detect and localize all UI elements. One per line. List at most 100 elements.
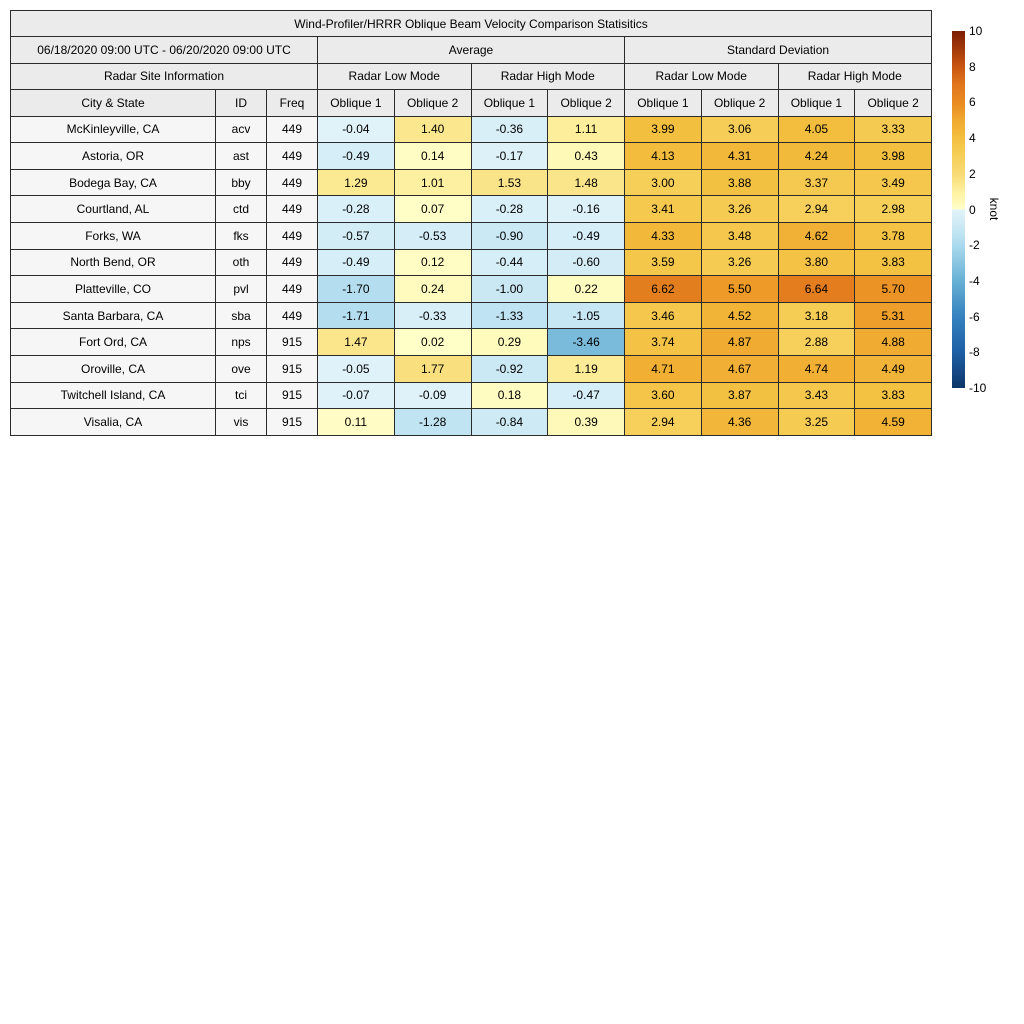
cell-value: 3.49 (854, 168, 933, 197)
table-row: Forks, WA fks 449 -0.57 -0.53 -0.90 -0.49 4.33 3… (10, 221, 933, 250)
cell-value: 3.83 (854, 248, 933, 277)
cell-value: 4.13 (624, 142, 702, 170)
cell-city-state: Santa Barbara, CA (10, 301, 216, 330)
cell-site-id: acv (215, 115, 267, 144)
cell-value: 3.83 (854, 381, 933, 410)
col-header-oblique2: Oblique 2 (700, 89, 779, 117)
cell-value: 1.53 (470, 168, 549, 197)
colorbar-tick-label: -10 (969, 381, 987, 395)
cell-value: 4.59 (854, 408, 933, 436)
cell-value: 3.48 (700, 221, 779, 250)
cell-frequency: 915 (266, 408, 318, 436)
cell-site-id: bby (215, 168, 267, 197)
cell-city-state: Visalia, CA (10, 408, 216, 436)
cell-value: 3.06 (700, 115, 779, 144)
cell-value: 4.24 (777, 142, 856, 170)
cell-value: 3.37 (777, 168, 856, 197)
col-header-oblique2: Oblique 2 (393, 89, 472, 117)
cell-site-id: ove (215, 354, 267, 383)
cell-site-id: nps (215, 328, 267, 356)
colorbar-axis-label: knot (987, 197, 1001, 221)
table-row: Bodega Bay, CA bby 449 1.29 1.01 1.53 1.48 3.00… (10, 168, 933, 197)
cell-value: -0.44 (470, 248, 549, 277)
table-header: Wind-Profiler/HRRR Oblique Beam Velocity… (9, 9, 933, 117)
cell-value: -0.28 (317, 195, 395, 223)
cell-value: 2.88 (777, 328, 856, 356)
col-header-freq: Freq (266, 89, 318, 117)
colorbar-tick-label: 8 (969, 59, 976, 74)
cell-value: -0.17 (470, 142, 549, 170)
cell-value: -0.53 (393, 221, 472, 250)
cell-value: 3.60 (624, 381, 702, 410)
colorbar-tick-label: 6 (969, 95, 976, 110)
colorbar-tick-label: 2 (969, 166, 976, 181)
cell-value: 4.87 (700, 328, 779, 356)
cell-value: 3.74 (624, 328, 702, 356)
cell-value: 3.00 (624, 168, 702, 197)
cell-city-state: Forks, WA (10, 221, 216, 250)
colorbar-tick-label: -8 (969, 345, 980, 360)
cell-value: 1.77 (393, 354, 472, 383)
cell-value: 1.47 (317, 328, 395, 356)
cell-site-id: oth (215, 248, 267, 277)
site-info-header: Radar Site Information (10, 62, 318, 91)
cell-site-id: sba (215, 301, 267, 330)
cell-value: 0.11 (317, 408, 395, 436)
cell-value: -0.47 (547, 381, 625, 410)
cell-value: -0.05 (317, 354, 395, 383)
cell-value: 4.88 (854, 328, 933, 356)
cell-value: 4.36 (700, 408, 779, 436)
cell-value: 1.29 (317, 168, 395, 197)
cell-value: 6.62 (624, 275, 702, 303)
cell-value: -0.28 (470, 195, 549, 223)
cell-value: 2.94 (624, 408, 702, 436)
cell-value: 0.18 (470, 381, 549, 410)
col-header-oblique1: Oblique 1 (624, 89, 702, 117)
cell-city-state: Twitchell Island, CA (10, 381, 216, 410)
mode-header-row: Radar Site Information Radar Low Mode Ra… (10, 62, 933, 91)
cell-frequency: 449 (266, 301, 318, 330)
cell-value: -1.05 (547, 301, 625, 330)
table-row: Oroville, CA ove 915 -0.05 1.77 -0.92 1.19 4.71… (10, 354, 933, 383)
cell-value: 1.01 (393, 168, 472, 197)
cell-value: 3.78 (854, 221, 933, 250)
cell-value: -0.49 (317, 248, 395, 277)
cell-value: 4.33 (624, 221, 702, 250)
table-row: Astoria, OR ast 449 -0.49 0.14 -0.17 0.43 4.13 4… (10, 142, 933, 170)
cell-value: 3.46 (624, 301, 702, 330)
cell-value: 3.98 (854, 142, 933, 170)
cell-value: 0.43 (547, 142, 625, 170)
cell-value: -3.46 (547, 328, 625, 356)
group-header-average: Average (317, 36, 625, 64)
cell-value: 1.11 (547, 115, 625, 144)
cell-city-state: Astoria, OR (10, 142, 216, 170)
cell-value: -0.60 (547, 248, 625, 277)
cell-frequency: 449 (266, 221, 318, 250)
cell-value: 3.43 (777, 381, 856, 410)
colorbar-tick-label: 4 (969, 131, 976, 146)
cell-value: 0.12 (393, 248, 472, 277)
cell-city-state: Fort Ord, CA (10, 328, 216, 356)
group-header-standard-deviation: Standard Deviation (623, 36, 933, 64)
table-row: North Bend, OR oth 449 -0.49 0.12 -0.44 -0.60 3… (10, 248, 933, 277)
colorbar-tick-label: 10 (969, 24, 983, 38)
colorbar-gradient (952, 31, 965, 388)
cell-value: 6.64 (777, 275, 856, 303)
cell-value: -0.90 (470, 221, 549, 250)
cell-value: 3.26 (700, 248, 779, 277)
cell-value: 4.49 (854, 354, 933, 383)
cell-value: 0.29 (470, 328, 549, 356)
table-title: Wind-Profiler/HRRR Oblique Beam Velocity… (9, 9, 933, 38)
cell-value: -1.00 (470, 275, 549, 303)
table-row: Visalia, CA vis 915 0.11 -1.28 -0.84 0.39 2.94 4… (10, 408, 933, 436)
cell-value: -0.92 (470, 354, 549, 383)
cell-value: 3.88 (700, 168, 779, 197)
cell-value: 0.14 (393, 142, 472, 170)
cell-value: 1.40 (393, 115, 472, 144)
cell-value: -0.49 (317, 142, 395, 170)
cell-value: 4.52 (700, 301, 779, 330)
cell-value: 3.41 (624, 195, 702, 223)
cell-value: 1.19 (547, 354, 625, 383)
cell-value: -0.49 (547, 221, 625, 250)
cell-value: 3.18 (777, 301, 856, 330)
